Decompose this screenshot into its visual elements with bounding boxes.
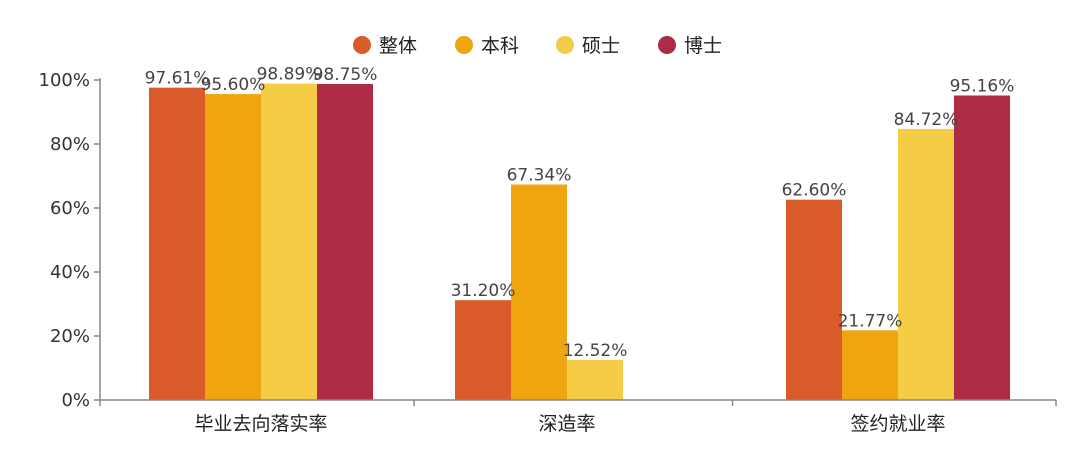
legend-label: 整体 xyxy=(379,35,417,57)
y-tick-label: 20% xyxy=(50,326,90,347)
y-axis: 0% 20% 40% 60% 80% 100% xyxy=(39,70,101,411)
data-label: 98.75% xyxy=(313,65,378,85)
data-label: 12.52% xyxy=(563,341,628,361)
legend-label: 博士 xyxy=(684,35,722,57)
legend-swatch xyxy=(658,36,676,54)
data-label: 95.60% xyxy=(201,75,266,95)
legend-label: 本科 xyxy=(481,35,519,57)
bar xyxy=(261,83,317,400)
x-category-label: 毕业去向落实率 xyxy=(194,413,327,435)
bar xyxy=(786,199,842,400)
y-tick-label: 60% xyxy=(50,198,90,219)
x-category-label: 深造率 xyxy=(538,413,595,435)
bar xyxy=(149,87,205,400)
legend-label: 硕士 xyxy=(582,35,620,57)
data-label: 21.77% xyxy=(838,311,903,331)
bar xyxy=(954,95,1010,400)
bar xyxy=(455,300,511,400)
data-label: 67.34% xyxy=(507,166,572,186)
data-label: 97.61% xyxy=(145,69,210,89)
y-tick-label: 80% xyxy=(50,134,90,155)
data-labels: 97.61%95.60%98.89%98.75% 31.20% 67.34% 12.5… xyxy=(145,65,1015,361)
bar xyxy=(317,84,373,400)
legend: 整体 本科 硕士 博士 xyxy=(353,35,722,57)
y-tick-label: 0% xyxy=(61,390,90,411)
bar xyxy=(511,184,567,400)
bars xyxy=(149,83,1010,400)
data-label: 84.72% xyxy=(894,110,959,130)
data-label: 98.89% xyxy=(257,65,322,85)
bar xyxy=(205,94,261,400)
data-label: 31.20% xyxy=(451,281,516,301)
x-category-label: 签约就业率 xyxy=(850,413,945,435)
legend-swatch xyxy=(455,36,473,54)
bar xyxy=(898,128,954,400)
legend-swatch xyxy=(353,36,371,54)
data-label: 95.16% xyxy=(950,76,1015,96)
y-tick-label: 100% xyxy=(39,70,90,91)
bar xyxy=(842,330,898,400)
x-axis: 毕业去向落实率 深造率 签约就业率 xyxy=(99,399,1057,435)
bar xyxy=(567,359,623,400)
data-label: 62.60% xyxy=(782,181,847,201)
legend-swatch xyxy=(556,36,574,54)
y-tick-label: 40% xyxy=(50,262,90,283)
